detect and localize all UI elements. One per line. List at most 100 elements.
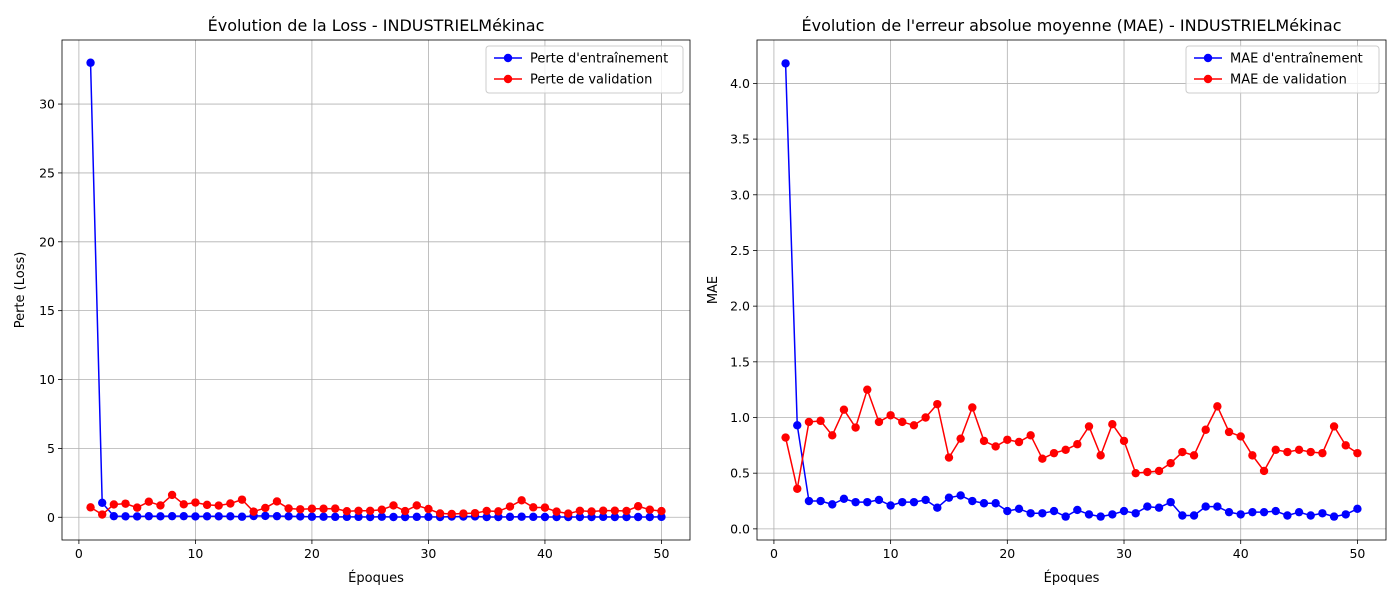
x-tick-label: 30 <box>1116 546 1132 561</box>
data-point-1 <box>1143 467 1152 477</box>
data-point-1 <box>1131 468 1140 478</box>
data-point-0 <box>1096 512 1105 521</box>
plot-frame <box>61 39 691 541</box>
data-point-1 <box>86 503 95 512</box>
data-point-0 <box>86 58 95 67</box>
data-point-1 <box>400 506 410 516</box>
data-point-1 <box>109 500 119 509</box>
data-point-0 <box>1119 506 1129 516</box>
data-point-0 <box>261 511 270 521</box>
data-point-1 <box>1038 454 1047 463</box>
data-point-0 <box>237 512 247 521</box>
data-point-1 <box>296 505 305 514</box>
data-point-0 <box>909 497 919 507</box>
data-point-1 <box>1061 445 1070 454</box>
data-point-1 <box>1003 435 1012 444</box>
legend-marker-0 <box>1203 53 1213 63</box>
data-point-1 <box>540 503 550 512</box>
data-point-1 <box>447 509 456 519</box>
data-point-1 <box>564 509 573 518</box>
data-point-1 <box>863 385 872 394</box>
legend-label-1: Perte de validation <box>530 73 652 88</box>
data-point-1 <box>1201 425 1210 434</box>
data-point-0 <box>1131 509 1140 518</box>
data-point-0 <box>1248 507 1257 517</box>
data-point-0 <box>1306 511 1315 520</box>
data-point-0 <box>944 493 954 502</box>
data-point-0 <box>956 491 965 500</box>
data-point-1 <box>839 405 849 414</box>
data-point-1 <box>851 423 860 432</box>
x-tick-label: 40 <box>1233 546 1249 561</box>
data-point-1 <box>307 504 317 513</box>
data-point-1 <box>284 504 293 513</box>
data-point-0 <box>1178 511 1187 520</box>
data-point-1 <box>1248 451 1257 460</box>
data-point-0 <box>296 512 305 521</box>
legend-marker-1 <box>503 74 513 84</box>
y-tick-label: 0.0 <box>730 521 750 536</box>
x-tick-label: 20 <box>999 546 1015 561</box>
data-point-0 <box>781 59 790 68</box>
data-point-1 <box>179 500 188 509</box>
data-point-1 <box>529 503 538 512</box>
data-point-1 <box>1271 445 1280 454</box>
data-point-1 <box>470 508 480 518</box>
legend-box <box>485 45 684 94</box>
data-point-1 <box>1119 436 1129 446</box>
data-point-1 <box>1213 402 1222 411</box>
data-point-1 <box>956 434 965 443</box>
data-point-1 <box>1306 447 1315 457</box>
data-point-0 <box>121 512 130 521</box>
x-tick-label: 0 <box>770 546 778 561</box>
data-point-0 <box>1143 502 1152 511</box>
data-point-0 <box>874 495 884 505</box>
data-point-0 <box>284 512 293 521</box>
data-point-0 <box>1003 506 1012 516</box>
data-point-0 <box>365 512 375 522</box>
data-point-1 <box>1073 440 1082 449</box>
data-point-1 <box>991 442 1000 451</box>
y-tick-label: 25 <box>39 165 55 180</box>
data-point-1 <box>1259 466 1269 476</box>
data-point-1 <box>365 506 375 515</box>
data-point-1 <box>237 495 247 504</box>
x-tick-label: 20 <box>304 546 320 561</box>
data-point-0 <box>424 512 433 522</box>
y-tick-label: 1.0 <box>730 410 750 425</box>
data-point-1 <box>249 507 258 516</box>
data-point-0 <box>1073 505 1082 515</box>
data-point-1 <box>121 499 130 508</box>
x-tick-label: 0 <box>75 546 83 561</box>
data-point-0 <box>991 499 1000 508</box>
data-point-0 <box>610 512 620 522</box>
data-point-0 <box>804 496 814 506</box>
data-point-1 <box>272 497 282 506</box>
data-point-0 <box>933 503 942 512</box>
data-point-1 <box>828 431 837 440</box>
data-point-0 <box>1084 510 1094 519</box>
data-point-0 <box>331 512 340 522</box>
data-point-1 <box>1294 445 1304 454</box>
data-point-1 <box>331 504 340 513</box>
data-point-1 <box>435 509 445 518</box>
legend-label-0: Perte d'entraînement <box>530 52 668 67</box>
chart-title: Évolution de la Loss - INDUSTRIELMékinac <box>208 16 545 35</box>
data-point-0 <box>1341 510 1350 519</box>
legend-label-0: MAE d'entraînement <box>1230 52 1363 67</box>
plot-frame <box>756 39 1387 541</box>
data-point-1 <box>874 417 884 427</box>
y-tick-label: 30 <box>39 97 55 112</box>
data-point-1 <box>156 501 165 510</box>
chart-title: Évolution de l'erreur absolue moyenne (M… <box>801 16 1341 35</box>
y-tick-label: 0 <box>47 510 55 525</box>
data-point-1 <box>132 503 142 512</box>
data-point-1 <box>354 506 363 515</box>
data-point-1 <box>886 411 895 420</box>
data-point-0 <box>1061 512 1070 521</box>
data-point-1 <box>633 502 643 511</box>
data-point-0 <box>132 512 142 521</box>
data-point-0 <box>1283 511 1292 520</box>
data-point-0 <box>1038 509 1047 518</box>
